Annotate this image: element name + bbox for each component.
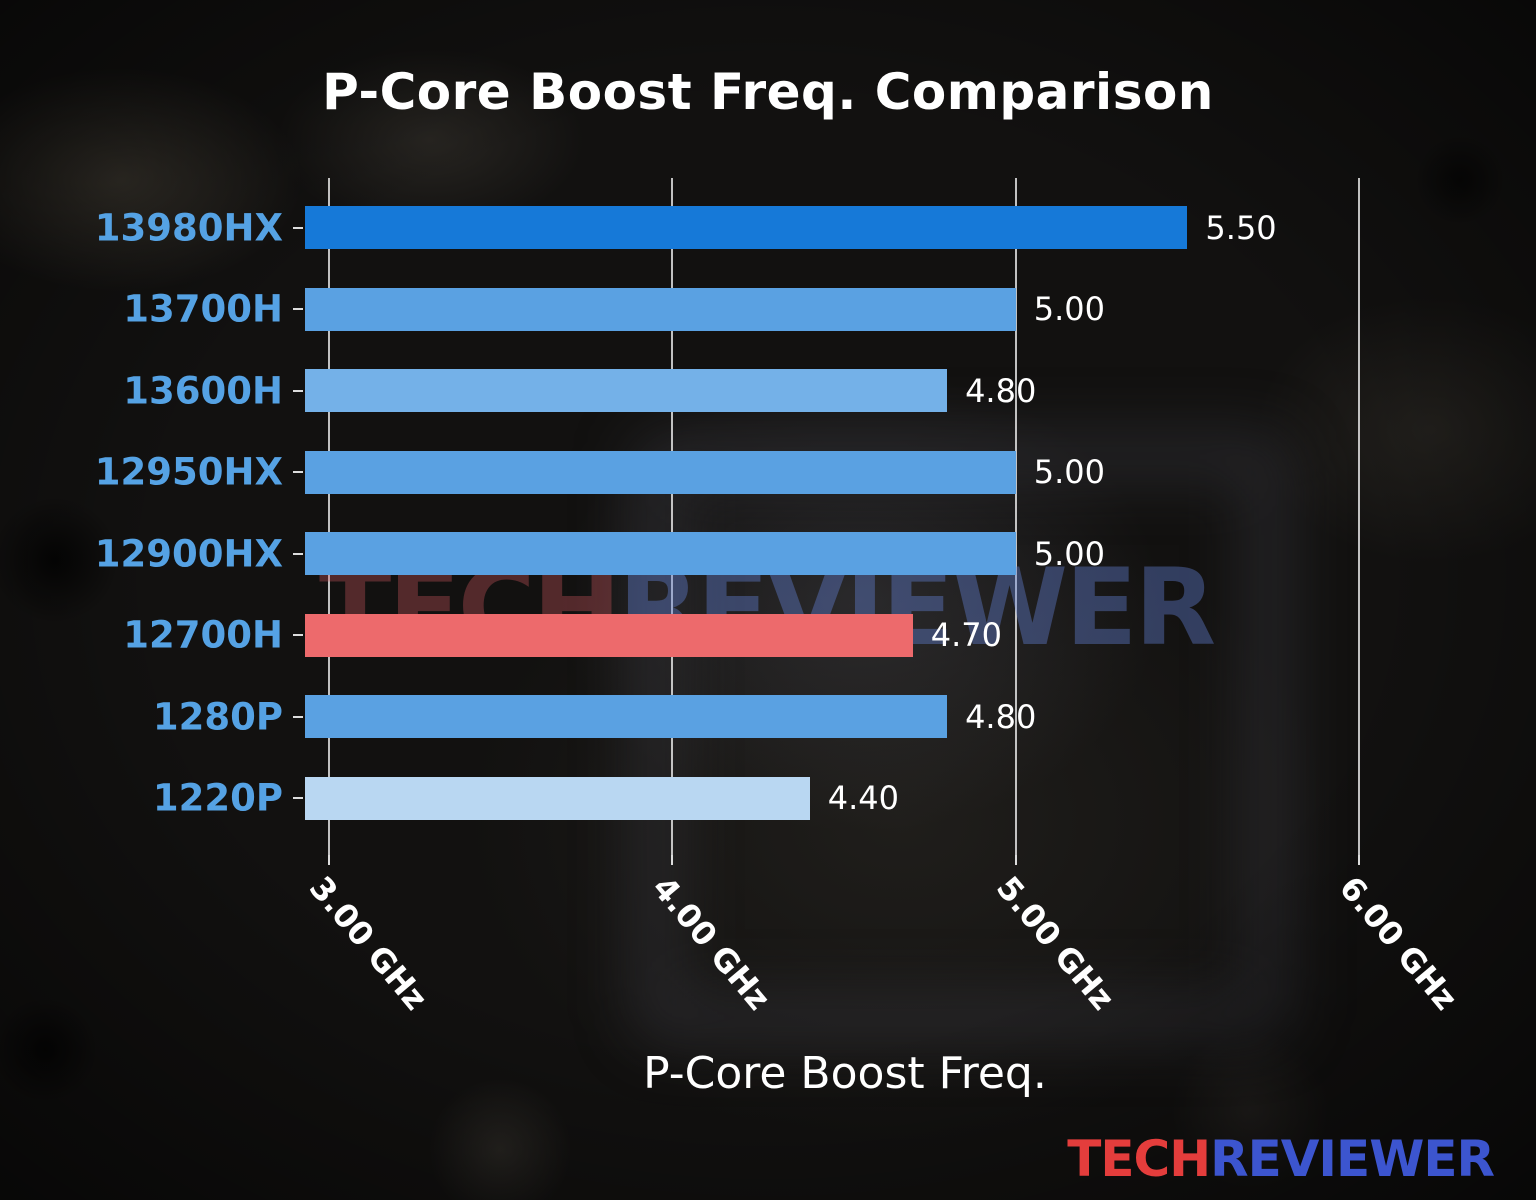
bar xyxy=(305,369,948,413)
category-label: 13700H xyxy=(123,287,283,331)
y-tick-mark xyxy=(293,308,303,311)
gridline xyxy=(1358,178,1361,855)
brand-logo: TECHREVIEWER xyxy=(1067,1130,1495,1188)
category-label: 13980HX xyxy=(94,206,283,250)
bar xyxy=(305,450,1016,494)
x-tick-mark xyxy=(1358,855,1361,865)
x-axis-label: P-Core Boost Freq. xyxy=(643,1048,1047,1099)
chart-row: 12950HX 5.00 xyxy=(95,450,1390,494)
value-label: 5.00 xyxy=(1033,534,1105,573)
y-tick-mark xyxy=(293,389,303,392)
category-label: 12900HX xyxy=(94,532,283,576)
x-tick-mark xyxy=(1014,855,1017,865)
bar xyxy=(305,695,948,739)
value-label: 5.00 xyxy=(1033,290,1105,329)
category-label: 1280P xyxy=(152,695,283,739)
value-label: 4.80 xyxy=(965,697,1037,736)
brand-logo-reviewer: REVIEWER xyxy=(1210,1130,1495,1188)
value-label: 4.40 xyxy=(827,779,899,818)
category-label: 1220P xyxy=(152,776,283,820)
y-tick-mark xyxy=(293,715,303,718)
y-tick-mark xyxy=(293,634,303,637)
bar xyxy=(305,776,810,820)
chart-row: 1280P 4.80 xyxy=(153,695,1390,739)
value-label: 4.70 xyxy=(930,616,1002,655)
gridline xyxy=(671,178,674,855)
y-tick-mark xyxy=(293,471,303,474)
bar xyxy=(305,206,1188,250)
x-tick-mark xyxy=(328,855,331,865)
gridline xyxy=(328,178,331,855)
value-label: 5.00 xyxy=(1033,453,1105,492)
value-label: 4.80 xyxy=(965,371,1037,410)
bar xyxy=(305,532,1016,576)
chart-row: 13980HX 5.50 xyxy=(95,206,1390,250)
chart-row: 12700H 4.70 xyxy=(123,613,1390,657)
chart-row: 13600H 4.80 xyxy=(123,369,1390,413)
category-label: 12700H xyxy=(123,613,283,657)
y-tick-mark xyxy=(293,552,303,555)
category-label: 12950HX xyxy=(94,450,283,494)
chart-row: 13700H 5.00 xyxy=(123,287,1390,331)
category-label: 13600H xyxy=(123,369,283,413)
bar xyxy=(305,287,1016,331)
chart-row: 1220P 4.40 xyxy=(153,776,1390,820)
plot-area: TECHREVIEWER 3.00 GHz 4.00 GHz 5.00 GHz 6.0… xyxy=(95,178,1465,1017)
chart-row: 12900HX 5.00 xyxy=(95,532,1390,576)
value-label: 5.50 xyxy=(1205,208,1277,247)
gridline xyxy=(1014,178,1017,855)
y-tick-mark xyxy=(293,226,303,229)
chart-title: P-Core Boost Freq. Comparison xyxy=(322,62,1214,121)
bar xyxy=(305,613,913,657)
brand-logo-tech: TECH xyxy=(1067,1130,1211,1188)
y-tick-mark xyxy=(293,797,303,800)
x-tick-mark xyxy=(671,855,674,865)
